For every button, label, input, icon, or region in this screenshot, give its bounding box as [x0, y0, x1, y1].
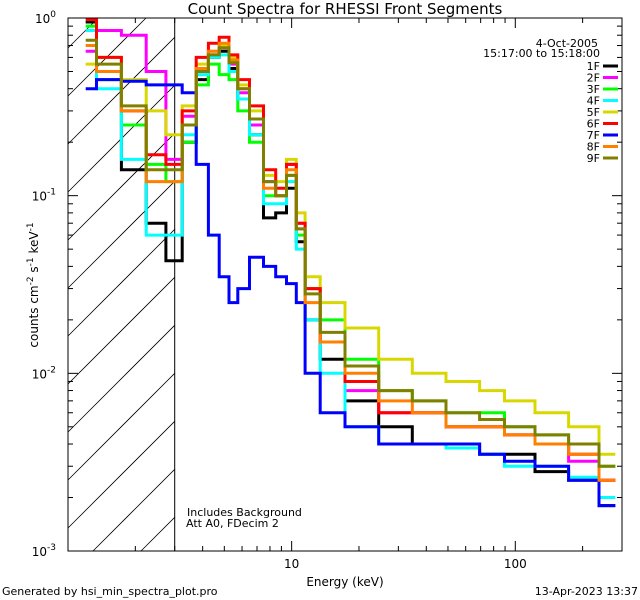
hatch-line [67, 277, 175, 385]
series-5F-line [85, 44, 616, 456]
legend-label-4F: 4F [587, 95, 600, 108]
y-tick-label: 100 [35, 10, 56, 26]
x-axis-label: Energy (keV) [306, 575, 383, 589]
footer-timestamp: 13-Apr-2023 13:37 [535, 585, 638, 598]
hatch-line [67, 421, 175, 529]
annotation-attenuator: Att A0, FDecim 2 [186, 517, 279, 530]
header-date: 4-Oct-2005 [536, 37, 598, 50]
hatch-line [67, 373, 175, 481]
footer-generated-by: Generated by hsi_min_spectra_plot.pro [2, 585, 218, 598]
x-tick-label: 10 [284, 557, 299, 571]
x-tick-label: 100 [504, 557, 527, 571]
legend-label-2F: 2F [587, 72, 600, 85]
hatch-line [67, 181, 175, 289]
y-axis-label-exp2: -1 [26, 257, 36, 266]
hatch-line [67, 133, 175, 241]
hatch-line [67, 229, 175, 337]
y-axis-label-mid1: s [27, 266, 41, 276]
y-axis-label: counts cm-2 s-1 keV-1 [26, 222, 41, 347]
legend-label-5F: 5F [587, 106, 600, 119]
legend-label-7F: 7F [587, 129, 600, 142]
chart-title: Count Spectra for RHESSI Front Segments [188, 0, 503, 18]
legend-label-3F: 3F [587, 83, 600, 96]
annotation-background: Includes Background [187, 506, 302, 519]
plot-frame [67, 17, 623, 552]
hatch-line [140, 517, 175, 552]
series-7F-line [85, 78, 616, 508]
series-group [85, 18, 616, 508]
hatch-line [67, 325, 175, 433]
y-tick-label: 10-1 [32, 188, 56, 204]
series-9F-line [85, 38, 616, 468]
legend-label-1F: 1F [587, 60, 600, 73]
y-tick-label: 10-2 [32, 365, 56, 381]
hatch-line [92, 469, 175, 552]
legend-label-9F: 9F [587, 152, 600, 165]
y-axis-label-exp3: -1 [26, 222, 36, 231]
y-axis: 100 10-1 10-2 10-3 [32, 10, 622, 559]
y-axis-label-mid2: keV [27, 231, 41, 258]
header-time-range: 15:17:00 to 15:18:00 [483, 47, 600, 60]
y-axis-label-exp1: -2 [26, 276, 36, 285]
legend-label-6F: 6F [587, 118, 600, 131]
y-axis-label-base: counts cm [27, 285, 41, 347]
legend-label-8F: 8F [587, 141, 600, 154]
y-tick-label: 10-3 [32, 543, 56, 559]
x-axis: 10 100 [67, 18, 623, 571]
